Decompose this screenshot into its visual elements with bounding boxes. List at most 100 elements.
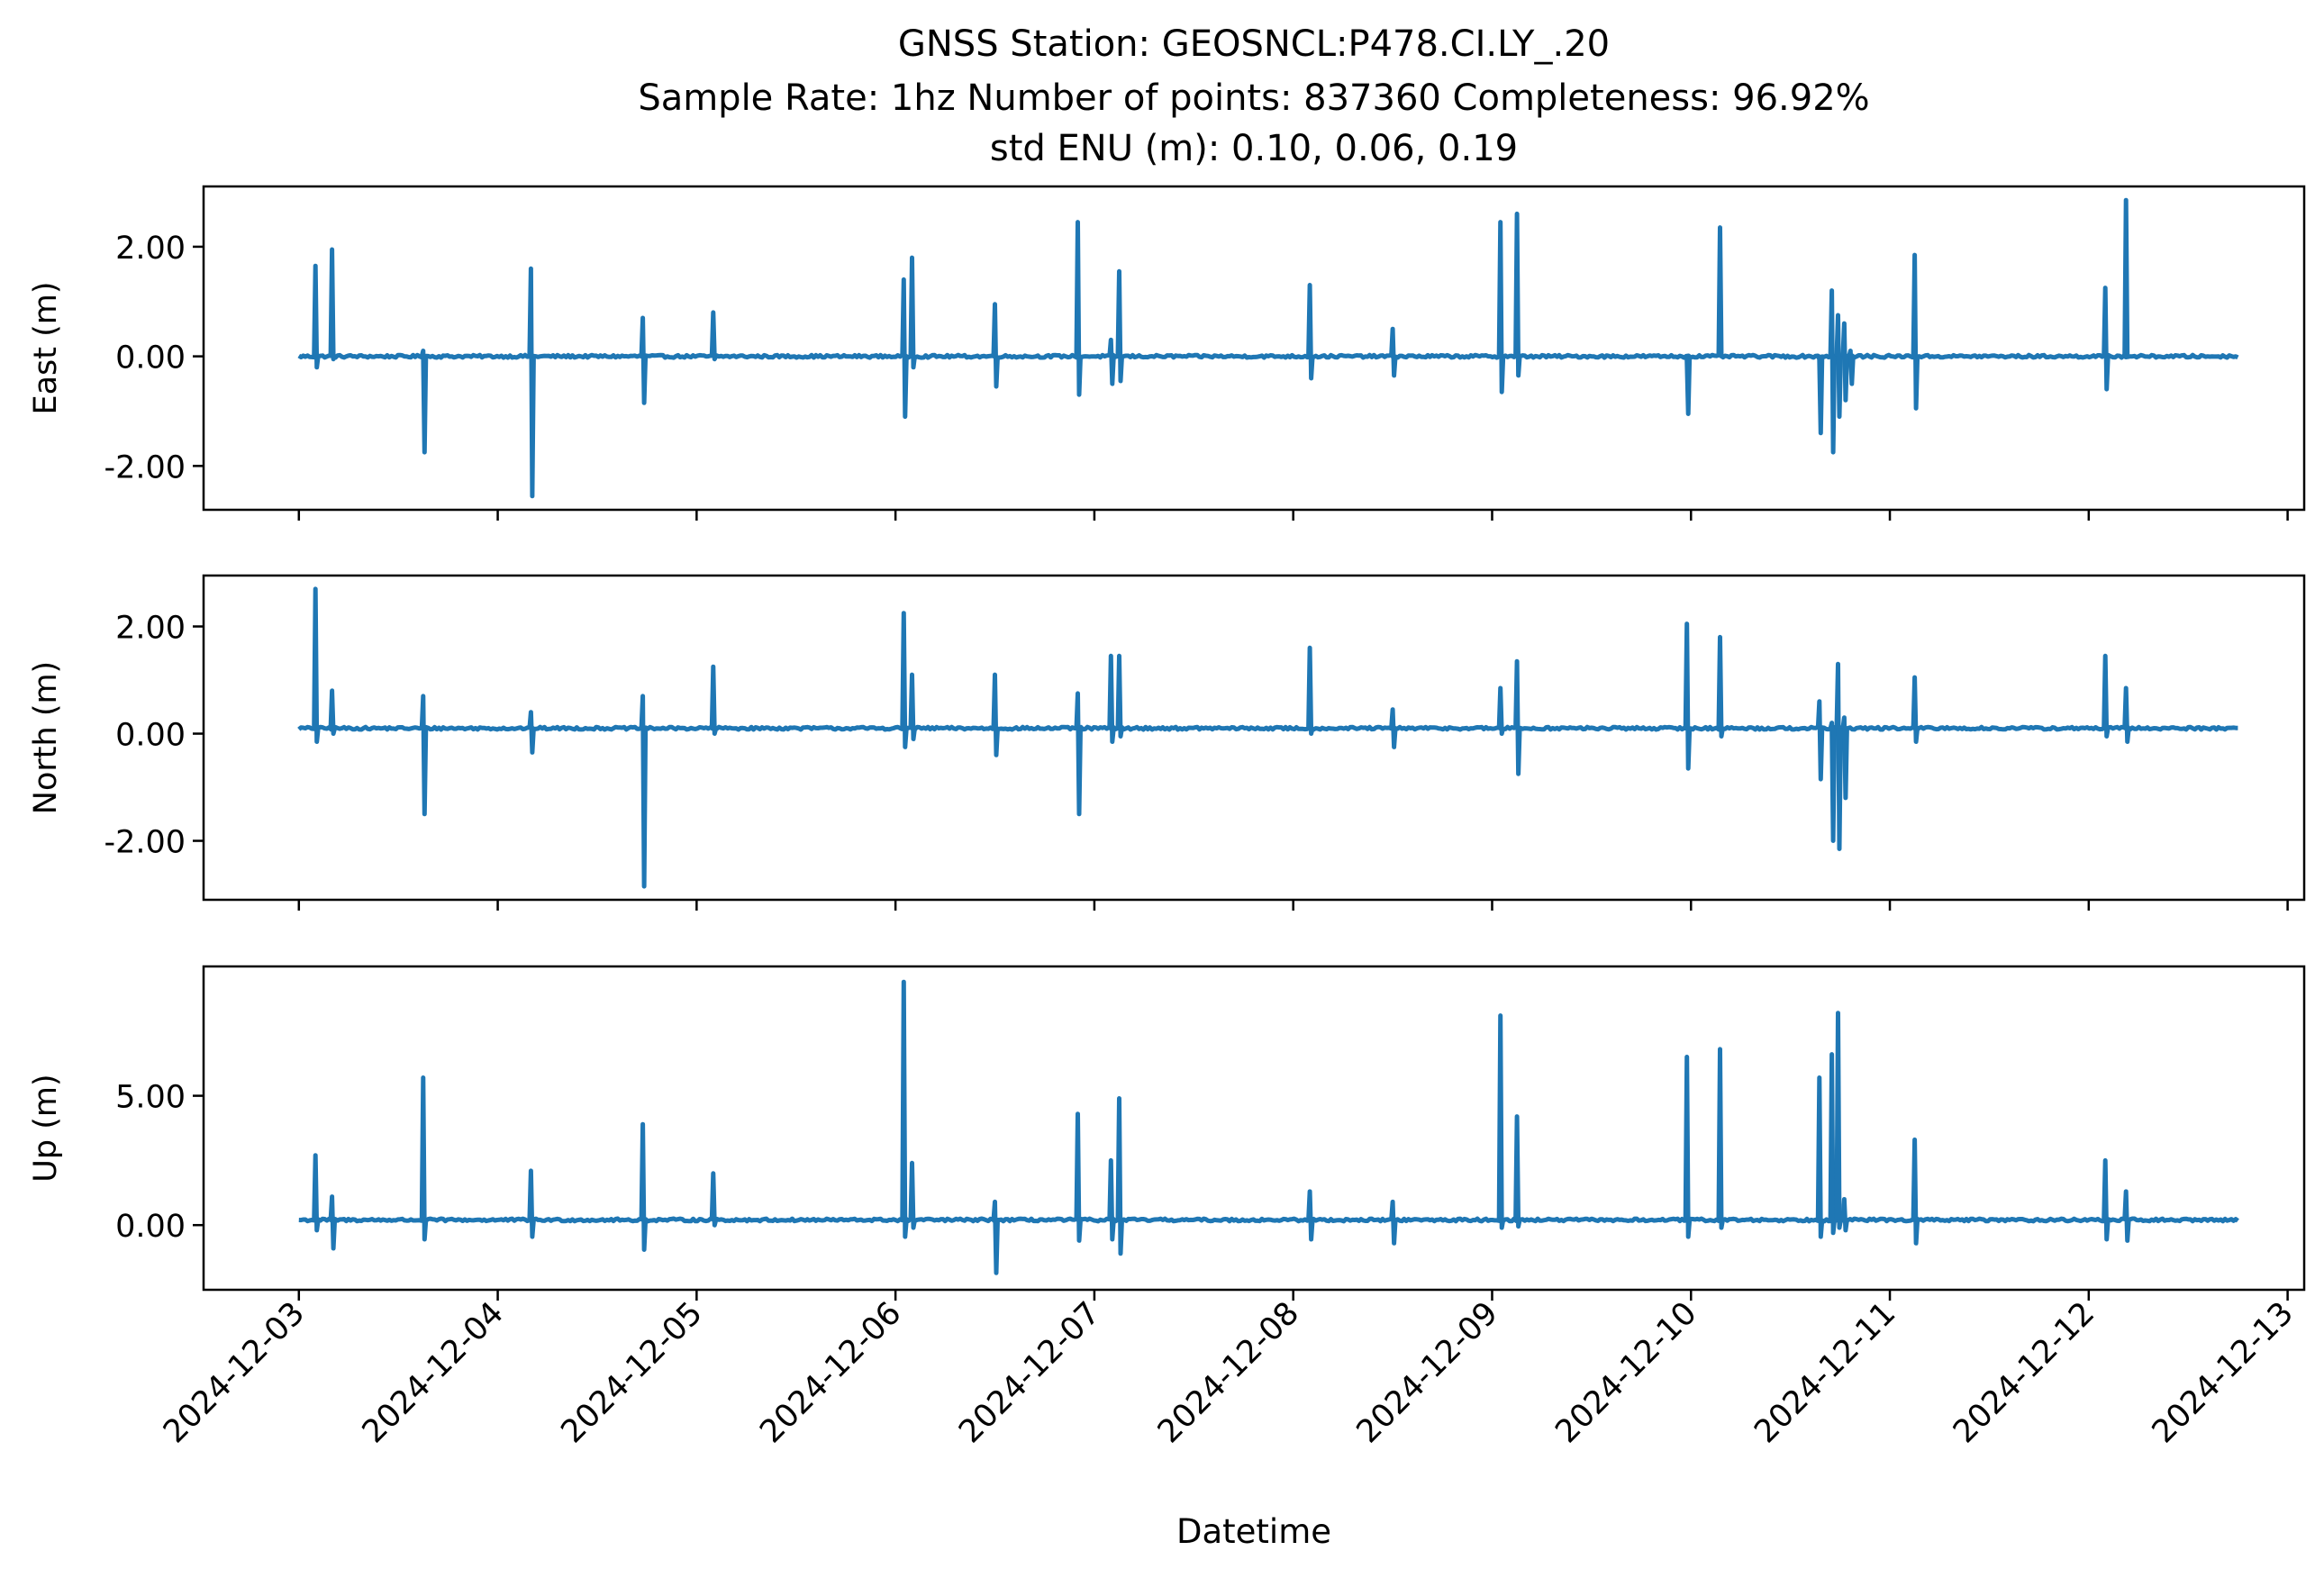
spike-mark	[1840, 715, 1849, 801]
chart-title-line1: GNSS Station: GEOSNCL:P478.CI.LY_.20	[898, 23, 1610, 65]
spike-mark	[1389, 326, 1398, 378]
spike-mark	[1513, 1114, 1522, 1229]
spike-mark	[900, 979, 909, 1239]
spike-mark	[2102, 286, 2111, 392]
spike-mark	[1389, 1199, 1398, 1246]
spike-mark	[900, 277, 909, 420]
spike-mark	[1306, 283, 1315, 381]
spike-mark	[908, 255, 917, 370]
spike-mark	[1496, 1013, 1506, 1230]
spike-mark	[991, 302, 1000, 389]
spike-mark	[1828, 1052, 1838, 1236]
y-axis-label: North (m)	[28, 661, 64, 814]
spike-mark	[1840, 1197, 1849, 1233]
spike-mark	[2122, 1189, 2131, 1243]
y-tick-label: 0.00	[115, 340, 186, 376]
spike-mark	[527, 1168, 536, 1239]
spike-mark	[991, 672, 1000, 757]
spike-mark	[328, 1194, 338, 1251]
spike-mark	[1306, 645, 1315, 736]
x-axis-label: Datetime	[1176, 1512, 1331, 1551]
north-panel: -2.00 0.00 2.00 North (m)	[28, 574, 2306, 911]
spike-mark	[639, 694, 649, 889]
spike-mark	[1115, 653, 1124, 739]
spike-mark	[991, 1199, 1000, 1275]
spike-mark	[1074, 1111, 1083, 1243]
spike-mark	[1911, 675, 1920, 744]
spike-mark	[1716, 1047, 1725, 1230]
spike-mark	[2122, 197, 2130, 359]
spike-mark	[419, 349, 429, 455]
chart-title-line3: std ENU (m): 0.10, 0.06, 0.19	[990, 128, 1518, 169]
axes-frame	[202, 965, 2306, 1292]
spike-mark	[1074, 691, 1083, 817]
spike-mark	[639, 1121, 649, 1252]
spike-mark	[1115, 268, 1124, 384]
spike-mark	[900, 611, 909, 749]
axes-frame	[202, 185, 2306, 512]
spike-mark	[639, 315, 649, 405]
spike-mark	[709, 664, 719, 736]
spike-mark	[1496, 220, 1506, 394]
axes-frame	[202, 574, 2306, 902]
spike-mark	[1834, 661, 1843, 851]
east-panel: -2.00 0.00 2.00 East (m)	[28, 185, 2306, 521]
spike-mark	[1107, 337, 1116, 386]
spike-mark	[1683, 1055, 1693, 1239]
spike-mark	[1716, 634, 1725, 739]
y-tick-label: 2.00	[115, 231, 186, 267]
spike-mark	[1815, 699, 1825, 782]
spike-mark	[1513, 211, 1522, 378]
spike-mark	[1389, 707, 1398, 749]
y-axis-label: Up (m)	[28, 1074, 64, 1182]
spike-mark	[1834, 313, 1843, 420]
y-tick-label: -2.00	[104, 825, 186, 861]
spike-mark	[419, 1075, 429, 1242]
spike-mark	[1107, 653, 1116, 744]
spike-mark	[908, 672, 917, 741]
spike-mark	[1306, 1189, 1315, 1242]
spike-mark	[1683, 621, 1693, 771]
spike-mark	[1840, 321, 1849, 403]
spike-mark	[1496, 685, 1506, 736]
series-line	[297, 724, 2238, 732]
spike-mark	[1513, 658, 1522, 776]
spike-mark	[1911, 1137, 1920, 1246]
spike-mark	[328, 247, 337, 362]
y-tick-label: -2.00	[104, 449, 186, 485]
y-tick-label: 0.00	[115, 718, 186, 754]
spike-mark	[328, 688, 338, 736]
spike-mark	[1683, 355, 1693, 416]
spike-mark	[1716, 225, 1724, 359]
spike-mark	[1834, 1011, 1843, 1230]
spike-mark	[1815, 1075, 1825, 1239]
y-tick-label: 5.00	[115, 1080, 186, 1116]
spike-mark	[1847, 349, 1856, 386]
y-tick-label: 0.00	[115, 1209, 186, 1245]
spike-mark	[2102, 1157, 2111, 1242]
spike-mark	[1911, 252, 1920, 411]
series-line	[298, 1216, 2239, 1224]
spike-mark	[527, 710, 536, 755]
spike-mark	[709, 1171, 719, 1228]
spike-mark	[1074, 220, 1083, 397]
spike-mark	[2102, 653, 2111, 739]
spike-mark	[709, 310, 719, 362]
spike-mark	[2122, 685, 2131, 744]
chart-title-line2: Sample Rate: 1hz Number of points: 83736…	[638, 77, 1869, 119]
spike-mark	[1828, 721, 1838, 843]
spike-mark	[908, 1160, 917, 1230]
spike-mark	[527, 266, 536, 499]
y-axis-label: East (m)	[28, 281, 64, 414]
spike-mark	[312, 263, 321, 370]
spike-mark	[419, 694, 429, 817]
series-line	[297, 352, 2239, 360]
spike-mark	[1816, 355, 1825, 436]
spike-mark	[312, 1153, 321, 1233]
spike-mark	[1828, 288, 1838, 455]
spike-mark	[1115, 1096, 1124, 1256]
spike-mark	[1107, 1157, 1116, 1242]
